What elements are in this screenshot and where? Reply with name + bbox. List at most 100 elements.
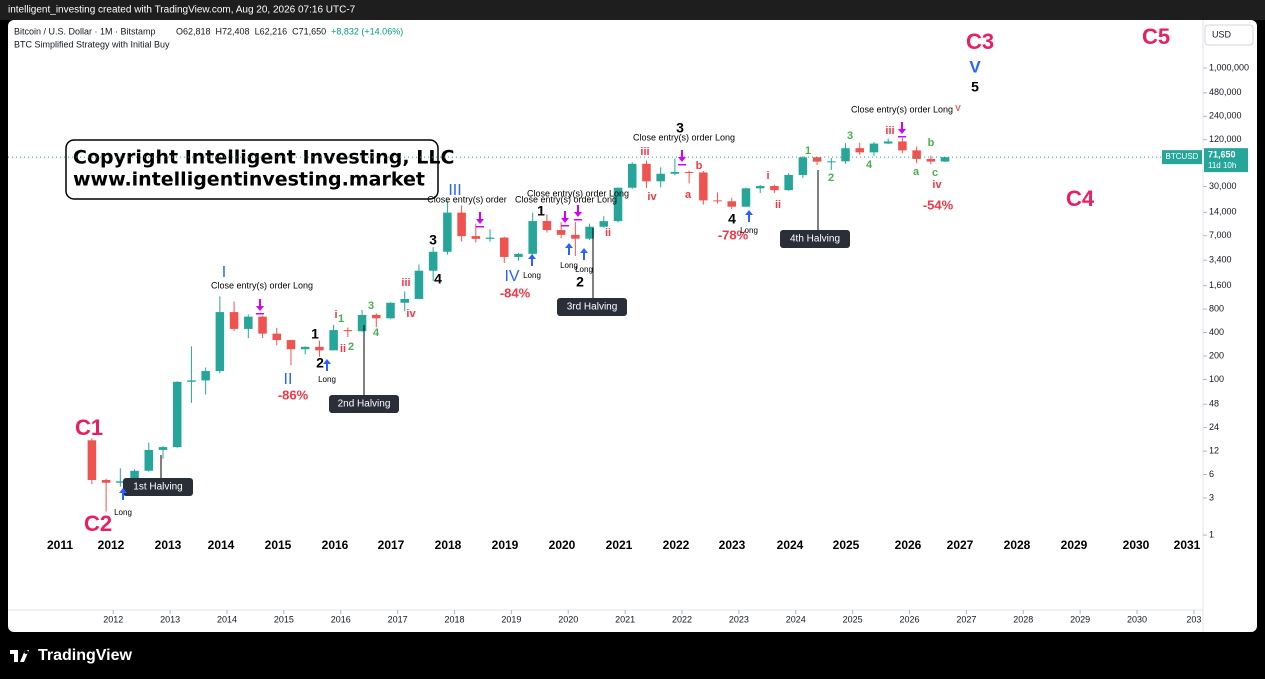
candle-body [670, 171, 680, 174]
annotation: iii [640, 146, 649, 158]
long-arrow [528, 254, 536, 266]
year-label: 2017 [378, 538, 405, 552]
year-label: 2021 [606, 538, 633, 552]
annotation: Close entry(s) order Long [211, 280, 313, 290]
candle-body [101, 479, 111, 483]
annotation: C5 [1142, 24, 1170, 49]
annotation: -78% [718, 227, 749, 242]
y-tick-label: 30,000 [1209, 181, 1237, 191]
annotation: b [928, 137, 935, 149]
countdown: 11d 10h [1208, 161, 1236, 170]
y-tick-label: 7,000 [1209, 230, 1232, 240]
candle-body [898, 141, 907, 151]
year-label: 2016 [322, 538, 349, 552]
annotation: i [766, 170, 769, 182]
candle-body [286, 340, 296, 350]
candle-body [485, 237, 495, 239]
x-tick-label: 2015 [274, 614, 294, 624]
y-tick-label: 24 [1209, 422, 1219, 432]
ohlc-label: +8,832 (+14.06%) [331, 26, 403, 36]
annotation: ii [340, 343, 346, 355]
annotation: 2 [348, 341, 354, 353]
x-tick-label: 2019 [501, 614, 521, 624]
y-tick-label: 200 [1209, 350, 1224, 360]
x-tick-label: 2018 [444, 614, 464, 624]
candle-body [855, 148, 865, 153]
annotation: C4 [1066, 186, 1095, 211]
exit-arrow [898, 122, 906, 138]
ohlc-label: C71,650 [292, 26, 326, 36]
candle-body [699, 172, 708, 201]
candle-body [741, 188, 751, 207]
annotation: 1 [338, 313, 344, 325]
candle-body [144, 449, 154, 471]
copyright-line: Copyright Intelligent Investing, LLC [73, 147, 454, 169]
annotation: I [222, 264, 226, 281]
annotation: 4 [373, 327, 380, 339]
year-label: 2029 [1061, 538, 1088, 552]
annotation: ii [775, 199, 781, 211]
annotation: C1 [75, 415, 103, 440]
x-tick-label: 2023 [729, 614, 749, 624]
ohlc-label: H72,408 [216, 26, 250, 36]
halving-label: 3rd Halving [567, 302, 618, 313]
candle-body [727, 201, 737, 207]
candle-body [116, 481, 125, 483]
y-tick-label: 6 [1209, 469, 1214, 479]
top-bar-text: intelligent_investing created with Tradi… [8, 5, 356, 16]
ohlc-label: L62,216 [255, 26, 288, 36]
candle-body [457, 212, 466, 237]
y-tick-label: 1,000,000 [1209, 62, 1249, 72]
candle-body [926, 158, 936, 162]
candle-body [414, 270, 424, 299]
year-label: 2023 [719, 538, 746, 552]
year-label: 2020 [549, 538, 576, 552]
y-tick-label: 48 [1209, 399, 1219, 409]
year-label: 2031 [1174, 538, 1201, 552]
currency-button[interactable] [1204, 24, 1254, 46]
candle-body [599, 221, 609, 227]
candle-body [755, 186, 765, 189]
annotation: Long [560, 261, 578, 270]
x-tick-label: 2026 [899, 614, 919, 624]
candle-body [343, 330, 353, 332]
halving-label: 2nd Halving [338, 399, 391, 410]
candle-body [357, 314, 367, 332]
annotation: iv [932, 179, 942, 191]
candle-body [642, 163, 651, 182]
annotation: 4 [728, 211, 736, 227]
y-tick-label: 1,600 [1209, 280, 1232, 290]
long-arrow [745, 210, 753, 222]
candle-body [912, 150, 921, 159]
price-tag [1204, 148, 1248, 173]
y-tick-label: 240,000 [1209, 111, 1242, 121]
candle-body [585, 226, 594, 239]
strategy: BTC Simplified Strategy with Initial Buy [14, 39, 170, 49]
symbol: Bitcoin / U.S. Dollar · 1M · Bitstamp [14, 26, 156, 36]
currency[interactable]: USD [1212, 29, 1232, 39]
annotation: 4 [434, 271, 442, 287]
annotation: 2 [828, 172, 834, 184]
candle-body [372, 314, 381, 319]
annotation: v [955, 102, 961, 114]
candle-body [770, 186, 779, 191]
annotation: 3 [429, 232, 437, 248]
exit-arrow [678, 150, 686, 166]
halving-box [780, 230, 850, 248]
candle-body [130, 470, 139, 482]
year-label: 2025 [833, 538, 860, 552]
year-label: 2012 [98, 538, 125, 552]
annotation: c [932, 167, 938, 179]
candle-body [571, 234, 580, 239]
annotation: Close entry(s) order Long [527, 188, 629, 198]
annotation: -84% [500, 285, 531, 300]
annotation: Long [318, 375, 336, 384]
y-tick-label: 14,000 [1209, 207, 1237, 217]
annotation: iv [647, 191, 657, 203]
long-arrow [580, 248, 588, 260]
annotation: b [696, 160, 703, 172]
year-label: 2013 [155, 538, 182, 552]
candle-body [883, 141, 893, 144]
annotation: Long [740, 226, 758, 235]
